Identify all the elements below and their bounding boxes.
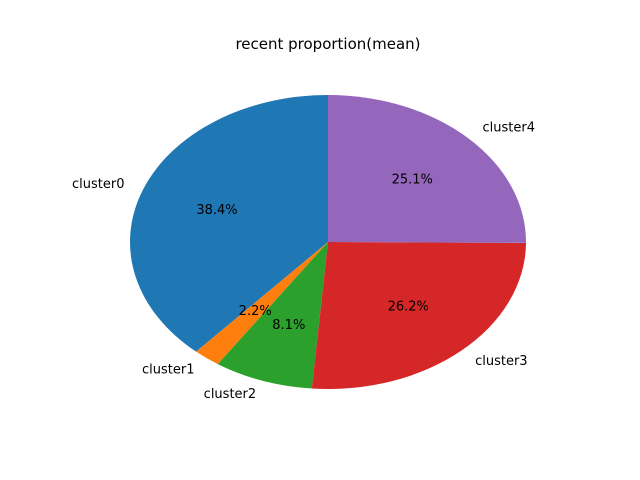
chart-title: recent proportion(mean) bbox=[235, 35, 420, 53]
slice-label-cluster4: cluster4 bbox=[482, 121, 534, 136]
pie-slice-cluster3 bbox=[311, 242, 526, 390]
pie-slices bbox=[130, 95, 527, 390]
slice-percent-cluster0: 38.4% bbox=[196, 203, 237, 218]
pie-slice-cluster1 bbox=[196, 242, 328, 365]
slice-label-cluster0: cluster0 bbox=[72, 177, 124, 192]
slice-percent-cluster2: 8.1% bbox=[272, 318, 305, 333]
pie-slice-cluster0 bbox=[130, 95, 328, 352]
slice-label-cluster2: cluster2 bbox=[204, 387, 256, 402]
slice-label-cluster3: cluster3 bbox=[475, 354, 527, 369]
pie-slice-cluster4 bbox=[328, 95, 527, 243]
slice-percent-cluster1: 2.2% bbox=[239, 304, 272, 319]
pie-slice-cluster2 bbox=[217, 242, 328, 389]
slice-percent-cluster3: 26.2% bbox=[388, 300, 429, 315]
slice-percent-cluster4: 25.1% bbox=[392, 172, 433, 187]
slice-label-cluster1: cluster1 bbox=[142, 362, 194, 377]
pie-labels: cluster0 38.4% cluster1 2.2% cluster2 8.1% clu… bbox=[72, 121, 535, 403]
